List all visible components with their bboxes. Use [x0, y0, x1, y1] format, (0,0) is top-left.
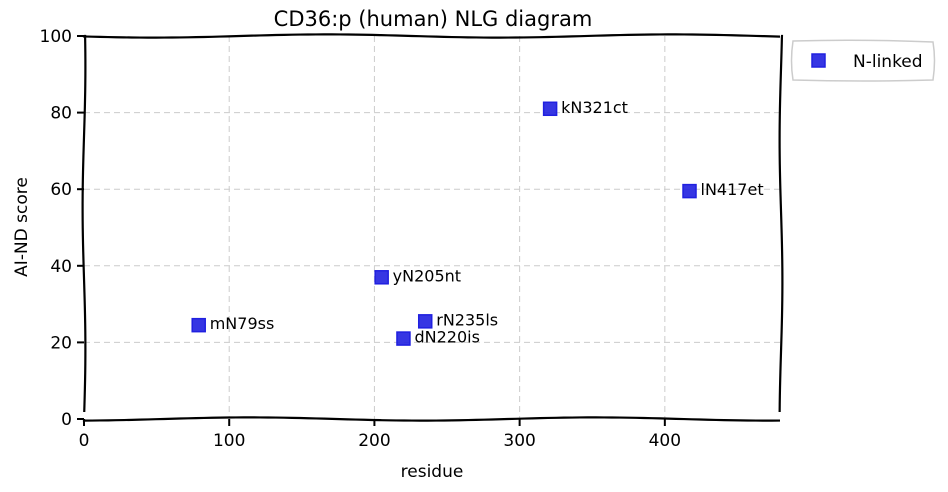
legend: N-linked [790, 39, 936, 82]
y-tick-label-60: 60 [50, 180, 72, 200]
plot-frame [81, 33, 784, 422]
frame-top [82, 33, 781, 39]
y-tick-label-0: 0 [61, 410, 72, 430]
point-kN321ct [542, 101, 558, 117]
point-dN220is [396, 331, 411, 346]
x-tick-label-400: 400 [649, 431, 681, 451]
point-label-yN205nt: yN205nt [393, 266, 461, 285]
x-axis-label: residue [401, 462, 464, 482]
legend-box [790, 39, 936, 82]
legend-label-n-linked: N-linked [853, 52, 923, 72]
frame-left [81, 34, 87, 413]
axis-ticks: 0 100 200 300 400 0 20 40 60 80 100 [40, 27, 682, 451]
chart-title: CD36:p (human) NLG diagram [274, 7, 593, 31]
y-tick-label-20: 20 [50, 333, 72, 353]
x-tick-label-200: 200 [358, 431, 390, 451]
point-rN235ls [417, 314, 433, 329]
point-label-dN220is: dN220is [414, 328, 479, 347]
y-axis-label: AI-ND score [12, 177, 32, 277]
y-tick-label-40: 40 [50, 257, 72, 277]
point-label-rN235ls: rN235ls [436, 310, 498, 329]
grid [84, 36, 781, 419]
point-label-lN417et: lN417et [701, 180, 764, 199]
point-label-kN321ct: kN321ct [561, 98, 628, 117]
y-tick-label-80: 80 [50, 104, 72, 124]
frame-bottom [82, 416, 781, 422]
y-tick-label-100: 100 [40, 27, 72, 47]
x-tick-label-300: 300 [503, 431, 535, 451]
point-lN417et [682, 183, 697, 199]
point-yN205nt [374, 270, 389, 285]
frame-right [778, 34, 784, 413]
x-tick-label-0: 0 [79, 431, 90, 451]
x-tick-label-100: 100 [213, 431, 245, 451]
point-label-mN79ss: mN79ss [210, 314, 275, 333]
legend-marker-n-linked [811, 53, 826, 68]
point-mN79ss [191, 317, 206, 333]
